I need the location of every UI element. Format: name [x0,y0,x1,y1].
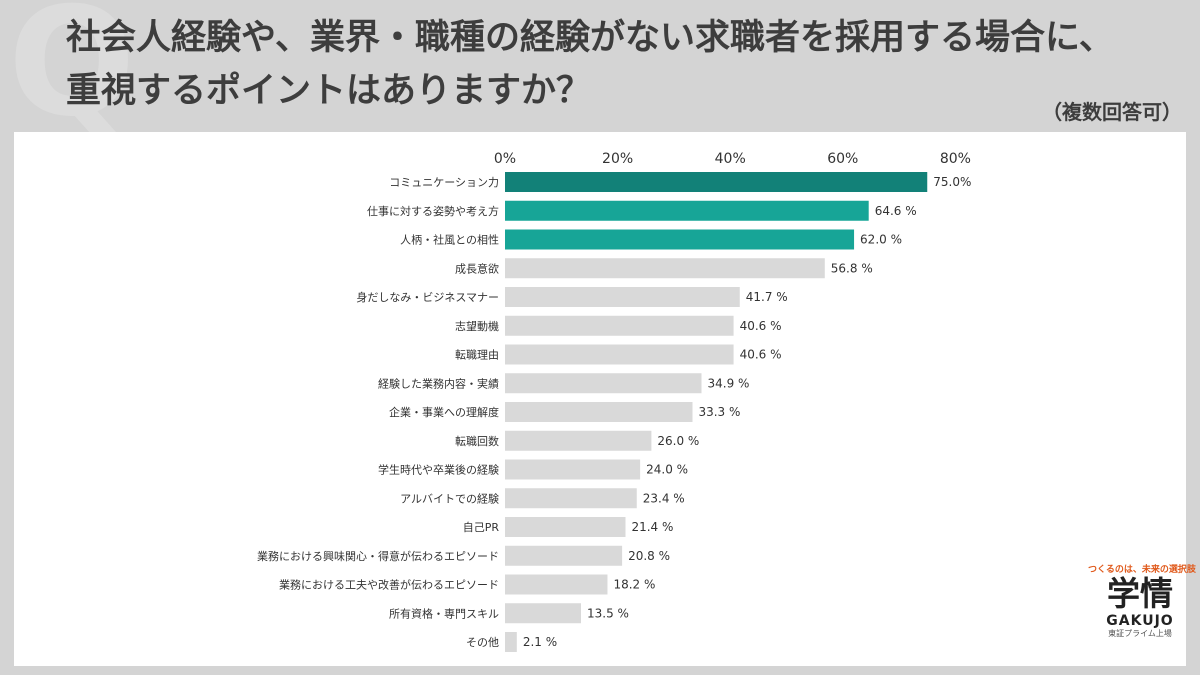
brand-tagline: つくるのは、未来の選択肢 [1088,565,1196,575]
page-title: 社会人経験や、業界・職種の経験がない求職者を採用する場合に、重視するポイントはあ… [66,18,1114,111]
value-label: 41.7 % [746,290,788,304]
value-label: 34.9 % [707,376,749,390]
value-label: 56.8 % [831,261,873,275]
bar [505,459,641,480]
bar [505,200,869,221]
brand-sub: 東証プライム上場 [1108,629,1172,638]
bar [505,287,740,307]
bar [505,373,702,394]
value-label: 21.4 % [631,520,673,534]
value-label: 33.3 % [698,405,740,419]
category-label: その他 [466,636,499,649]
x-tick-label: 80% [940,151,971,167]
category-label: 業務における興味関心・得意が伝わるエピソード [257,549,499,563]
x-tick-label: 0% [494,151,516,167]
bar [505,229,855,250]
value-label: 24.0 % [646,463,688,477]
bar-chart: 0% 20% 40% 60% 80% コミュニケーション力 75.0% 仕事に対する姿勢や考え… [257,151,971,652]
category-label: 学生時代や卒業後の経験 [378,463,499,477]
value-label: 26.0 % [657,434,699,448]
category-label: 所有資格・専門スキル [389,606,499,620]
category-label: 企業・事業への理解度 [389,405,499,419]
value-label: 2.1 % [523,635,557,649]
x-tick-label: 20% [602,151,633,167]
bar [505,488,637,509]
category-label: コミュニケーション力 [389,176,499,189]
category-label: 転職回数 [455,435,499,448]
value-label: 75.0% [933,175,971,189]
category-label: 人柄・社風との相性 [400,233,499,247]
category-label: 仕事に対する姿勢や考え方 [367,204,499,218]
q-mark: Q [8,0,136,150]
value-label: 13.5 % [587,606,629,620]
category-label: 業務における工夫や改善が伝わるエピソード [279,578,499,592]
category-label: アルバイトでの経験 [400,491,499,505]
value-label: 62.0 % [860,233,902,247]
bar [505,574,608,595]
brand-name: GAKUJO [1106,613,1174,629]
bar [505,545,623,566]
category-label: 転職理由 [455,348,499,362]
value-label: 64.6 % [875,204,917,218]
bar [505,344,734,365]
bar [505,402,693,422]
brand-block: つくるのは、未来の選択肢 学情 GAKUJO 東証プライム上場 [1088,562,1196,639]
category-label: 経験した業務内容・実績 [378,376,499,390]
category-label: 成長意欲 [455,261,499,275]
category-label: 身だしなみ・ビジネスマナー [356,290,499,304]
chart-panel: 0% 20% 40% 60% 80% コミュニケーション力 75.0% 仕事に対する姿勢や考え… [14,132,1186,666]
x-tick-label: 40% [715,151,746,167]
bar [505,315,734,336]
value-label: 23.4 % [643,491,685,505]
multi-answer-note: （複数回答可） [1042,100,1182,124]
bar [505,430,652,451]
value-label: 40.6 % [740,319,782,333]
bar [505,632,517,652]
bar [505,517,626,537]
category-label: 志望動機 [455,319,499,333]
bar [505,172,928,192]
value-label: 20.8 % [628,549,670,563]
brand-logo: 学情 [1107,574,1173,613]
value-label: 18.2 % [613,578,655,592]
value-label: 40.6 % [740,348,782,362]
category-label: 自己PR [463,521,500,534]
bar [505,258,825,279]
bar [505,603,582,624]
x-tick-label: 60% [827,151,858,167]
